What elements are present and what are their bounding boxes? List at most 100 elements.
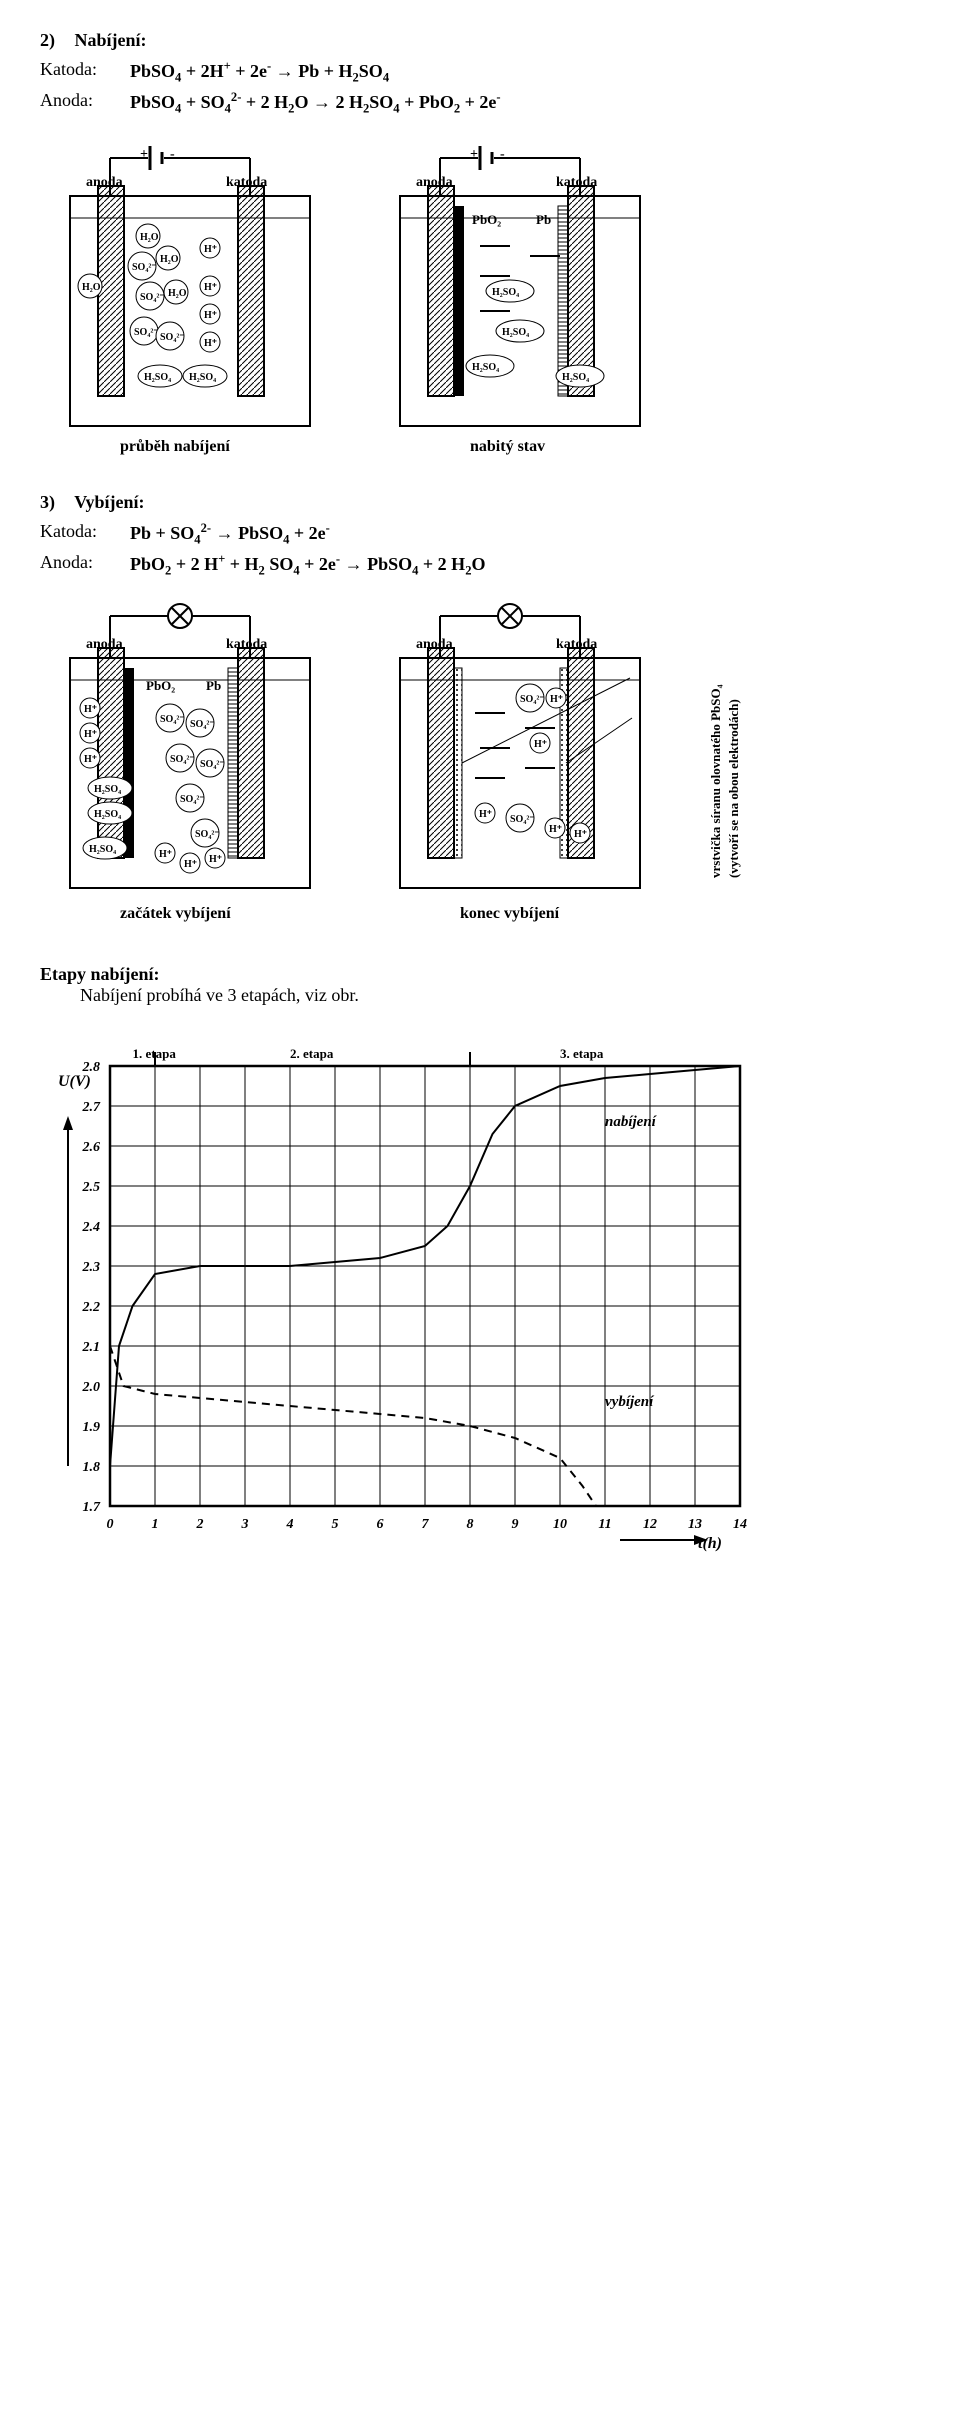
voltage-chart: 1.71.81.92.02.12.22.32.42.52.62.72.80123… [40,1036,920,1561]
svg-text:Pb: Pb [206,678,221,693]
svg-text:H₂O: H₂O [160,254,179,265]
svg-text:H⁺: H⁺ [184,859,197,870]
svg-text:SO₄²⁻: SO₄²⁻ [180,794,205,805]
anoda-equation: PbSO4 + SO42- + 2 H2O → 2 H2SO4 + PbO2 +… [130,90,501,117]
svg-text:SO₄²⁻: SO₄²⁻ [190,719,215,730]
svg-text:7: 7 [422,1517,430,1532]
anoda-label-2: Anoda: [40,552,130,579]
svg-text:H₂SO₄: H₂SO₄ [94,809,121,820]
svg-text:1.8: 1.8 [83,1460,101,1475]
svg-text:H⁺: H⁺ [159,849,172,860]
svg-text:SO₄²⁻: SO₄²⁻ [160,714,185,725]
svg-text:H⁺: H⁺ [549,824,562,835]
svg-text:SO₄²⁻: SO₄²⁻ [200,759,225,770]
svg-text:14: 14 [733,1517,747,1532]
svg-text:5: 5 [332,1517,339,1532]
svg-text:2.6: 2.6 [82,1140,101,1155]
voltage-chart-svg: 1.71.81.92.02.12.22.32.42.52.62.72.80123… [40,1036,760,1556]
svg-text:2.4: 2.4 [82,1220,101,1235]
svg-text:SO₄²⁻: SO₄²⁻ [195,829,220,840]
svg-text:H₂SO₄: H₂SO₄ [144,372,171,383]
svg-text:H₂O: H₂O [140,232,159,243]
svg-text:H₂SO₄: H₂SO₄ [492,287,519,298]
svg-text:H₂SO₄: H₂SO₄ [189,372,216,383]
svg-text:H⁺: H⁺ [534,739,547,750]
svg-text:H⁺: H⁺ [209,854,222,865]
svg-text:H⁺: H⁺ [204,310,217,321]
svg-text:začátek vybíjení: začátek vybíjení [120,905,231,922]
svg-text:konec vybíjení: konec vybíjení [460,905,560,922]
svg-text:SO₄²⁻: SO₄²⁻ [170,754,195,765]
svg-text:8: 8 [467,1517,474,1532]
svg-text:H₂O: H₂O [82,282,101,293]
svg-text:2.2: 2.2 [82,1300,101,1315]
svg-text:12: 12 [643,1517,657,1532]
svg-text:H⁺: H⁺ [84,754,97,765]
svg-text:1.7: 1.7 [83,1500,102,1515]
svg-text:anoda: anoda [416,175,453,190]
svg-text:H⁺: H⁺ [550,694,563,705]
svg-text:SO₄²⁻: SO₄²⁻ [132,262,157,273]
svg-text:anoda: anoda [86,637,123,652]
svg-text:SO₄²⁻: SO₄²⁻ [520,694,545,705]
svg-text:PbO₂: PbO₂ [146,678,175,693]
svg-text:katoda: katoda [226,637,267,652]
svg-text:H⁺: H⁺ [204,244,217,255]
diagram-set-1: + - anoda katoda H₂O SO₄²⁻ H₂O H₂O SO₄²⁻… [40,136,920,466]
etapy-text: Nabíjení probíhá ve 3 etapách, viz obr. [40,985,920,1006]
svg-text:H₂SO₄: H₂SO₄ [562,372,589,383]
svg-text:3. etapa: 3. etapa [560,1046,604,1061]
svg-text:vrstvička síranu olovnatého Pb: vrstvička síranu olovnatého PbSO₄ [708,685,723,879]
svg-text:1.9: 1.9 [83,1420,101,1435]
svg-text:anoda: anoda [86,175,123,190]
svg-text:SO₄²⁻: SO₄²⁻ [134,327,159,338]
svg-text:H₂SO₄: H₂SO₄ [89,844,116,855]
svg-text:2: 2 [196,1517,204,1532]
svg-text:nabitý stav: nabitý stav [470,438,545,455]
svg-text:H⁺: H⁺ [84,704,97,715]
svg-text:SO₄²⁻: SO₄²⁻ [160,332,185,343]
svg-text:katoda: katoda [556,637,597,652]
svg-text:1: 1 [152,1517,159,1532]
svg-text:2.0: 2.0 [82,1380,101,1395]
svg-text:2.7: 2.7 [82,1100,102,1115]
svg-text:13: 13 [688,1517,702,1532]
section-nabijeni: 2) Nabíjení: Katoda: PbSO4 + 2H+ + 2e- →… [40,30,920,116]
svg-text:Pb: Pb [536,212,551,227]
svg-text:6: 6 [377,1517,384,1532]
cell-diagram-pair-2: anoda katoda PbO₂ Pb H⁺ H⁺ H⁺ H₂SO₄ H₂SO… [40,598,760,938]
svg-text:2.5: 2.5 [82,1180,101,1195]
katoda-label-2: Katoda: [40,521,130,548]
section-vybijeni: 3) Vybíjení: Katoda: Pb + SO42- → PbSO4 … [40,492,920,578]
svg-text:U(V): U(V) [58,1073,91,1090]
title-nabijeni: Nabíjení: [75,30,147,50]
section-etapy: Etapy nabíjení: Nabíjení probíhá ve 3 et… [40,964,920,1006]
svg-text:SO₄²⁻: SO₄²⁻ [140,292,165,303]
svg-text:0: 0 [107,1517,114,1532]
svg-text:+: + [140,147,148,162]
katoda-label: Katoda: [40,59,130,86]
svg-text:SO₄²⁻: SO₄²⁻ [510,814,535,825]
svg-text:H₂SO₄: H₂SO₄ [472,362,499,373]
svg-text:9: 9 [512,1517,519,1532]
svg-text:PbO₂: PbO₂ [472,212,501,227]
svg-text:2.1: 2.1 [82,1340,101,1355]
svg-text:H⁺: H⁺ [574,829,587,840]
katoda-equation: PbSO4 + 2H+ + 2e- → Pb + H2SO4 [130,59,389,86]
svg-text:H⁺: H⁺ [204,338,217,349]
svg-text:katoda: katoda [226,175,267,190]
svg-text:+: + [470,147,478,162]
svg-text:3: 3 [241,1517,249,1532]
svg-text:t(h): t(h) [698,1535,722,1552]
ordinal-3: 3) [40,492,70,513]
svg-text:H₂SO₄: H₂SO₄ [502,327,529,338]
svg-text:11: 11 [598,1517,611,1532]
diagram-set-2: anoda katoda PbO₂ Pb H⁺ H⁺ H⁺ H₂SO₄ H₂SO… [40,598,760,938]
svg-text:anoda: anoda [416,637,453,652]
svg-text:H₂O: H₂O [168,288,187,299]
svg-text:2.3: 2.3 [82,1260,101,1275]
svg-text:H⁺: H⁺ [204,282,217,293]
svg-text:H₂SO₄: H₂SO₄ [94,784,121,795]
svg-text:4: 4 [286,1517,294,1532]
svg-text:průběh nabíjení: průběh nabíjení [120,438,230,455]
